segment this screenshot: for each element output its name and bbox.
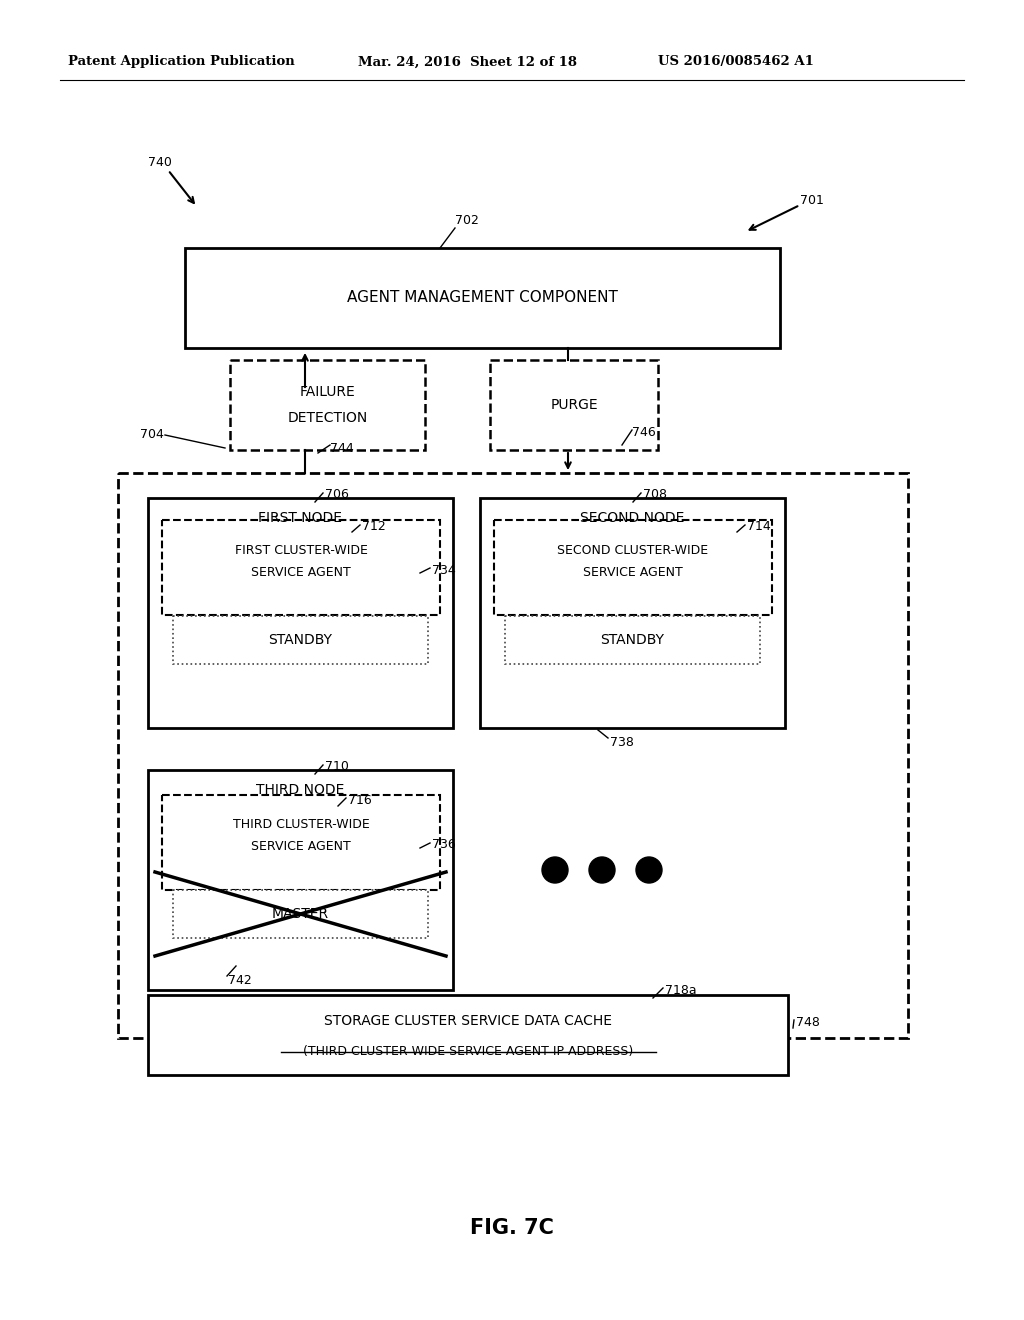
Text: FIRST NODE: FIRST NODE [258, 511, 342, 525]
Text: (THIRD CLUSTER WIDE SERVICE AGENT IP ADDRESS): (THIRD CLUSTER WIDE SERVICE AGENT IP ADD… [303, 1045, 633, 1059]
Text: 710: 710 [325, 760, 349, 774]
Text: Mar. 24, 2016  Sheet 12 of 18: Mar. 24, 2016 Sheet 12 of 18 [358, 55, 577, 69]
Text: MASTER: MASTER [272, 907, 329, 921]
Text: SECOND NODE: SECOND NODE [581, 511, 685, 525]
Bar [162, 520, 440, 615]
Text: 744: 744 [330, 441, 353, 454]
Text: 702: 702 [455, 214, 479, 227]
Text: STANDBY: STANDBY [600, 634, 665, 647]
Text: Patent Application Publication: Patent Application Publication [68, 55, 295, 69]
Bar [505, 616, 760, 664]
Bar [490, 360, 658, 450]
Text: DETECTION: DETECTION [288, 411, 368, 425]
Bar [148, 770, 453, 990]
Circle shape [636, 857, 662, 883]
Text: FAILURE: FAILURE [300, 385, 355, 399]
Text: 701: 701 [800, 194, 824, 206]
Text: 708: 708 [643, 488, 667, 502]
Text: 746: 746 [632, 425, 655, 438]
Bar [162, 795, 440, 890]
Text: 734: 734 [432, 564, 456, 577]
Text: SERVICE AGENT: SERVICE AGENT [251, 841, 351, 854]
Text: FIRST CLUSTER-WIDE: FIRST CLUSTER-WIDE [234, 544, 368, 557]
Text: STANDBY: STANDBY [268, 634, 333, 647]
Text: 748: 748 [796, 1015, 820, 1028]
Circle shape [542, 857, 568, 883]
Text: SERVICE AGENT: SERVICE AGENT [251, 565, 351, 578]
Bar [148, 995, 788, 1074]
Bar [230, 360, 425, 450]
Text: US 2016/0085462 A1: US 2016/0085462 A1 [658, 55, 814, 69]
Bar [118, 473, 908, 1038]
Text: STORAGE CLUSTER SERVICE DATA CACHE: STORAGE CLUSTER SERVICE DATA CACHE [324, 1014, 612, 1028]
Text: 714: 714 [746, 520, 771, 533]
Text: THIRD CLUSTER-WIDE: THIRD CLUSTER-WIDE [232, 818, 370, 832]
Text: 742: 742 [228, 974, 252, 986]
Text: SECOND CLUSTER-WIDE: SECOND CLUSTER-WIDE [557, 544, 709, 557]
Text: SERVICE AGENT: SERVICE AGENT [583, 565, 683, 578]
Bar [173, 890, 428, 939]
Bar [494, 520, 772, 615]
Text: 706: 706 [325, 488, 349, 502]
Text: 704: 704 [140, 429, 164, 441]
Bar [148, 498, 453, 729]
Text: 718a: 718a [665, 983, 696, 997]
Text: 736: 736 [432, 838, 456, 851]
Text: AGENT MANAGEMENT COMPONENT: AGENT MANAGEMENT COMPONENT [347, 290, 617, 305]
Text: FIG. 7C: FIG. 7C [470, 1218, 554, 1238]
Text: 738: 738 [610, 735, 634, 748]
Circle shape [589, 857, 615, 883]
Text: 712: 712 [362, 520, 386, 533]
Text: THIRD NODE: THIRD NODE [256, 783, 345, 797]
Bar [480, 498, 785, 729]
Text: 716: 716 [348, 793, 372, 807]
Text: 740: 740 [148, 157, 172, 169]
Text: PURGE: PURGE [550, 399, 598, 412]
Bar [173, 616, 428, 664]
Bar [185, 248, 780, 348]
